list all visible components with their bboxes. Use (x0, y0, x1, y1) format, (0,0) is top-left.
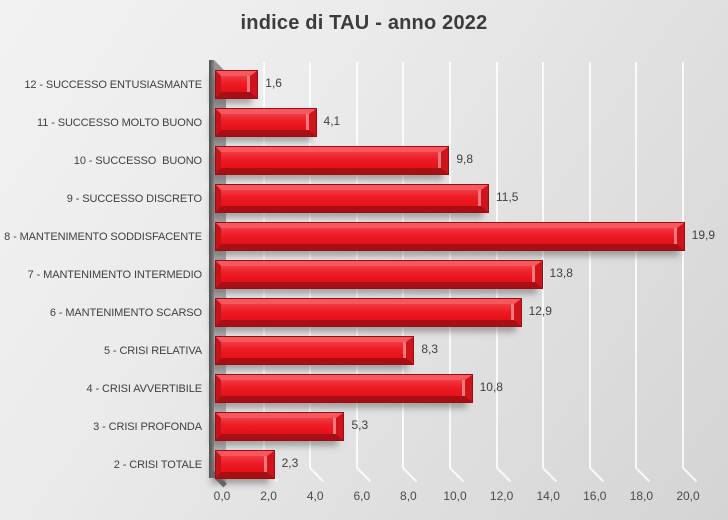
value-label: 13,8 (549, 266, 573, 280)
bar (216, 375, 472, 402)
x-axis-tick-label: 20,0 (676, 489, 700, 503)
category-label: 11 - SUCCESSO MOLTO BUONO (37, 117, 202, 129)
category-label: 3 - CRISI PROFONDA (93, 421, 202, 433)
gridline (682, 62, 684, 468)
category-label: 10 - SUCCESSO BUONO (73, 155, 202, 167)
gridline (588, 62, 591, 468)
value-label: 12,9 (528, 304, 552, 318)
bar (216, 413, 344, 440)
value-label: 10,8 (479, 380, 503, 394)
category-label: 5 - CRISI RELATIVA (103, 345, 202, 357)
x-axis-tick-label: 16,0 (583, 489, 607, 503)
x-axis-tick-label: 14,0 (536, 489, 560, 503)
bar (216, 185, 488, 212)
bar (216, 451, 274, 478)
category-label: 9 - SUCCESSO DISCRETO (66, 193, 202, 205)
category-label: 8 - MANTENIMENTO SODDISFACENTE (4, 231, 202, 243)
value-label: 5,3 (351, 418, 369, 432)
category-label: 7 - MANTENIMENTO INTERMEDIO (27, 269, 202, 281)
value-label: 1,6 (265, 76, 282, 90)
x-axis-tick-label: 4,0 (306, 489, 324, 503)
bar (216, 223, 684, 250)
x-axis-tick-label: 2,0 (260, 489, 277, 503)
value-label: 11,5 (495, 190, 519, 204)
y-axis-line (209, 60, 214, 478)
value-label: 2,3 (281, 456, 299, 470)
bar (216, 109, 316, 136)
category-label: 4 - CRISI AVVERTIBILE (86, 383, 203, 395)
x-axis-tick-label: 10,0 (443, 489, 467, 503)
gridline (542, 62, 545, 468)
x-axis-tick-label: 12,0 (489, 489, 514, 503)
gridline (635, 62, 638, 468)
value-label: 19,9 (691, 228, 716, 242)
category-label: 12 - SUCCESSO ENTUSIASMANTE (24, 79, 202, 91)
category-label: 6 - MANTENIMENTO SCARSO (49, 307, 202, 319)
x-axis-tick-label: 18,0 (629, 489, 654, 503)
chart-title: indice di TAU - anno 2022 (240, 12, 488, 34)
bar (216, 337, 414, 364)
bar (216, 261, 542, 288)
value-label: 4,1 (323, 114, 341, 128)
bar (216, 147, 449, 174)
x-axis-tick-label: 8,0 (400, 489, 417, 503)
value-label: 9,8 (456, 152, 474, 166)
bar (216, 71, 258, 98)
category-label: 2 - CRISI TOTALE (113, 459, 202, 471)
x-axis-tick-label: 6,0 (353, 489, 371, 503)
x-axis-tick-label: 0,0 (213, 489, 231, 503)
bar (216, 299, 521, 326)
value-label: 8,3 (421, 342, 439, 356)
